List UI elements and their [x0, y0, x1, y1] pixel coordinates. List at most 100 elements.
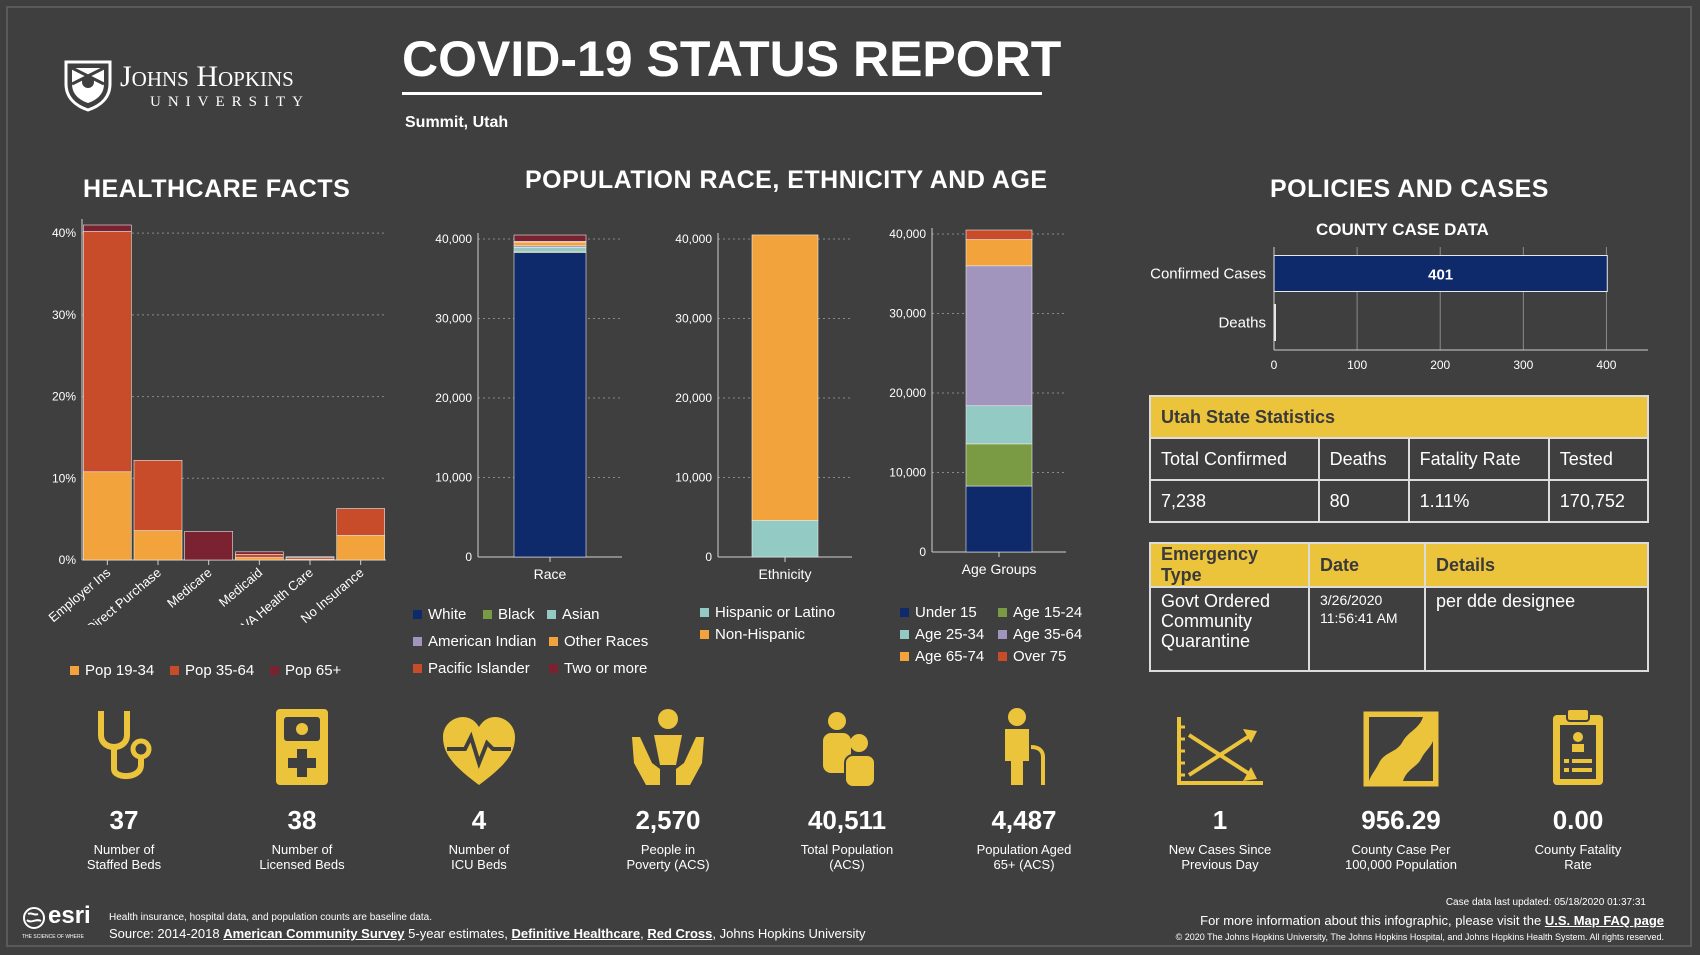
red-cross-link[interactable]: Red Cross	[647, 926, 713, 941]
tick-label: 200	[1430, 358, 1450, 372]
stat-value: 0.00	[1552, 805, 1604, 835]
bar-segment	[513, 247, 587, 252]
family-icon	[757, 705, 937, 787]
emergency-details: per dde designee	[1424, 586, 1649, 672]
legend-swatch	[998, 630, 1007, 639]
legend-item: American Indian	[413, 633, 536, 650]
stat-label: Number of ICU Beds	[448, 842, 510, 872]
legend-swatch	[900, 630, 909, 639]
bar-segment	[751, 234, 819, 521]
emergency-header: Details	[1424, 542, 1649, 588]
emergency-type: Govt Ordered Community Quarantine	[1149, 586, 1310, 672]
legend-item: Age 65-74	[900, 648, 984, 665]
legend-swatch	[413, 637, 422, 646]
legend-item: Pacific Islander	[413, 660, 530, 677]
trend-chart-icon	[1130, 705, 1310, 787]
legend-label: Age 25-34	[915, 626, 985, 643]
footer-source: Source: 2014-2018 American Community Sur…	[109, 926, 866, 941]
stat-icu-beds: 4 Number of ICU Beds	[389, 705, 569, 872]
stat-value: 956.29	[1361, 805, 1441, 835]
tick-label: 100	[1347, 358, 1367, 372]
tick-label: 10,000	[675, 471, 712, 485]
legend-item: Other Races	[549, 633, 648, 650]
emergency-date: 3/26/2020 11:56:41 AM	[1308, 586, 1426, 672]
stat-value: 37	[109, 805, 139, 835]
logo-name: Johns Hopkins	[120, 60, 294, 93]
bar-segment	[235, 551, 284, 555]
legend-item: Black	[483, 606, 535, 623]
legend-label: Other Races	[564, 633, 649, 650]
esri-wordmark: esri	[48, 902, 91, 929]
tick-label: 30%	[52, 308, 76, 322]
legend-item: Non-Hispanic	[700, 626, 805, 643]
bar-segment	[965, 229, 1033, 240]
legend-item: Pop 35-64	[170, 662, 254, 679]
race-chart: 0 10,000 20,000 30,000 40,000 Race	[435, 232, 622, 582]
stat-header: Total Confirmed	[1149, 437, 1320, 481]
tick-label: 10%	[52, 471, 76, 485]
legend-label: Pacific Islander	[428, 660, 530, 677]
stat-label: Number of Licensed Beds	[259, 842, 345, 872]
policies-title: POLICIES AND CASES	[1270, 175, 1549, 203]
legend-swatch	[700, 630, 709, 639]
healthcare-title: HEALTHCARE FACTS	[83, 175, 351, 203]
legend-item: Pop 19-34	[70, 662, 154, 679]
legend-swatch	[483, 610, 492, 619]
stat-value: 4,487	[991, 805, 1057, 835]
healthcare-legend: Pop 19-34 Pop 35-64 Pop 65+	[70, 662, 400, 684]
tick-label: 40%	[52, 226, 76, 240]
tick-label: 20%	[52, 390, 76, 404]
category-label: Confirmed Cases	[1150, 266, 1266, 283]
legend-item: White	[413, 606, 466, 623]
stat-label: Number of Staffed Beds	[86, 842, 162, 872]
stat-value: 4	[471, 805, 487, 835]
stat-label: County Fatality Rate	[1534, 842, 1622, 872]
hands-person-icon	[578, 705, 758, 787]
bar-segment	[285, 556, 335, 558]
globe-icon	[23, 907, 45, 929]
race-legend: White Black Asian American Indian Other …	[413, 606, 653, 686]
state-stats-title: Utah State Statistics	[1149, 395, 1649, 439]
updated-stamp: Case data last updated: 05/18/2020 01:37…	[1445, 897, 1646, 908]
legend-item: Under 15	[900, 604, 977, 621]
population-title: POPULATION RACE, ETHNICITY AND AGE	[525, 166, 1048, 194]
county-cases-chart: 0 100 200 300 400 Confirmed Cases 401 Deaths	[1150, 247, 1648, 372]
legend-item: Age 15-24	[998, 604, 1082, 621]
ethnicity-chart: 0 10,000 20,000 30,000 40,000 Ethnicity	[675, 232, 852, 582]
bar-segment	[83, 231, 132, 473]
bar-segment	[336, 535, 385, 561]
legend-swatch	[998, 608, 1007, 617]
legend-label: Age 15-24	[1013, 604, 1083, 621]
emergency-header: Emergency Type	[1149, 542, 1310, 588]
tick-label: 30,000	[675, 312, 712, 326]
stat-value: 38	[287, 805, 317, 835]
title-underline	[402, 92, 1042, 95]
bar-segment	[83, 471, 132, 561]
legend-swatch	[70, 666, 79, 675]
legend-label: Under 15	[915, 604, 977, 621]
faq-link[interactable]: U.S. Map FAQ page	[1544, 913, 1664, 928]
bar-segment	[965, 239, 1033, 267]
age-legend: Under 15 Age 15-24 Age 25-34 Age 35-64 A…	[900, 604, 1100, 674]
source-prefix: Source: 2014-2018	[109, 926, 224, 941]
acs-link[interactable]: American Community Survey	[223, 926, 405, 941]
legend-item: Hispanic or Latino	[700, 604, 835, 621]
legend-swatch	[413, 610, 422, 619]
legend-item: Age 35-64	[998, 626, 1082, 643]
tick-label: 40,000	[435, 232, 472, 246]
stat-header: Deaths	[1317, 437, 1410, 481]
bar-segment	[513, 234, 587, 242]
legend-label: Over 75	[1013, 648, 1067, 665]
legend-swatch	[900, 608, 909, 617]
stat-poverty: 2,570 People in Poverty (ACS)	[578, 705, 758, 872]
definitive-healthcare-link[interactable]: Definitive Healthcare	[511, 926, 641, 941]
stat-value: 40,511	[807, 805, 887, 835]
stat-label: People in Poverty (ACS)	[626, 842, 710, 872]
stat-value: 7,238	[1149, 479, 1320, 523]
legend-swatch	[413, 664, 422, 673]
source-sep: ,	[640, 926, 648, 941]
bar-segment	[133, 530, 183, 561]
stat-licensed-beds: 38 Number of Licensed Beds	[212, 705, 392, 872]
legend-item: Over 75	[998, 648, 1066, 665]
stat-case-per-100k: 956.29 County Case Per 100,000 Populatio…	[1311, 705, 1491, 872]
